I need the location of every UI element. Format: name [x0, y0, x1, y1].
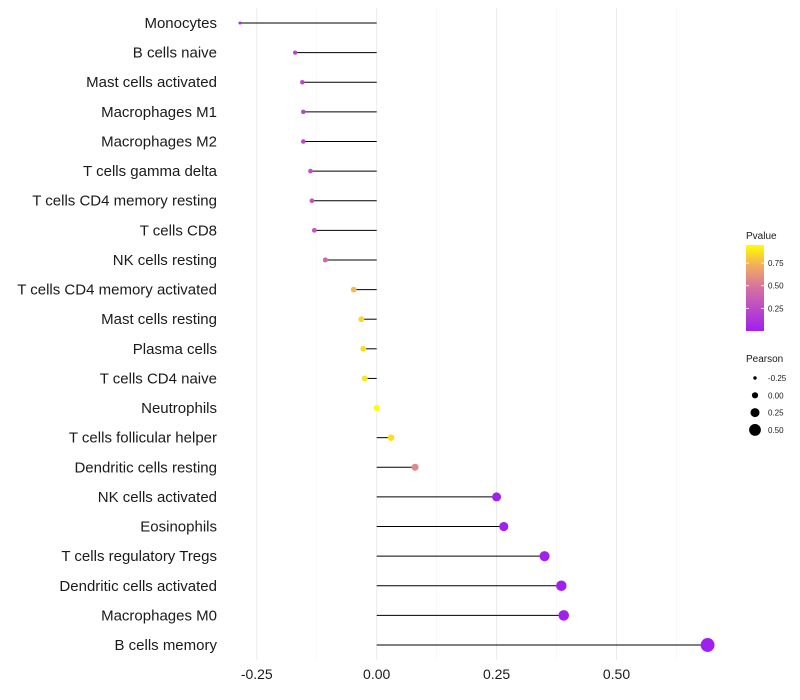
lollipop-point: [301, 109, 306, 115]
lollipop-point: [238, 21, 242, 25]
category-label: Dendritic cells resting: [74, 459, 217, 476]
lollipop-point: [301, 139, 306, 144]
category-label: Plasma cells: [133, 341, 217, 358]
lollipop-point: [539, 551, 550, 562]
category-label: Neutrophils: [141, 400, 217, 417]
size-legend-point: [750, 408, 760, 418]
lollipop-point: [373, 404, 380, 412]
lollipop-point: [411, 463, 419, 471]
lollipop-point: [360, 345, 367, 352]
category-label: NK cells resting: [113, 252, 217, 269]
category-label: Mast cells resting: [101, 311, 217, 328]
color-bar: [746, 245, 764, 331]
size-legend-label: 0.50: [768, 426, 784, 435]
size-legend-label: -0.25: [768, 374, 787, 383]
category-label: B cells memory: [114, 637, 217, 654]
category-label: T cells gamma delta: [83, 163, 218, 180]
lollipop-point: [308, 168, 313, 174]
lollipop-point: [292, 50, 298, 55]
category-label: T cells CD4 memory activated: [17, 282, 217, 299]
category-label: Mast cells activated: [86, 74, 217, 91]
lollipop-point: [300, 79, 305, 85]
color-legend-label: 0.25: [768, 304, 784, 313]
size-legend-point: [753, 376, 757, 380]
x-tick-label: -0.25: [241, 666, 273, 682]
category-label: Macrophages M2: [101, 133, 217, 150]
category-label: T cells follicular helper: [69, 430, 217, 447]
size-legend-point: [751, 392, 759, 399]
x-tick-label: 0.25: [483, 666, 510, 682]
category-label: Dendritic cells activated: [59, 578, 217, 595]
category-label: T cells CD8: [140, 222, 217, 239]
category-label: T cells CD4 naive: [100, 370, 217, 387]
category-label: B cells naive: [133, 45, 217, 62]
category-label: T cells CD4 memory resting: [32, 193, 217, 210]
lollipop-point: [556, 580, 567, 592]
category-label: Eosinophils: [140, 519, 217, 536]
size-legend-title: Pearson: [746, 354, 783, 365]
category-label: NK cells activated: [98, 489, 217, 506]
x-tick-label: 0.00: [363, 666, 390, 682]
lollipop-point: [361, 375, 368, 382]
lollipop-point: [499, 521, 509, 532]
size-legend-label: 0.25: [768, 409, 784, 418]
category-label: Macrophages M0: [101, 607, 217, 624]
size-legend-label: 0.00: [768, 391, 784, 400]
lollipop-point: [492, 492, 502, 502]
lollipop-point: [311, 227, 317, 233]
category-label: Monocytes: [144, 15, 217, 32]
size-legend-point: [749, 424, 761, 436]
grid-lines: [256, 8, 677, 660]
lollipop-point: [322, 257, 328, 263]
lollipop-point: [309, 198, 315, 204]
x-tick-label: 0.50: [603, 666, 630, 682]
color-legend-title: Pvalue: [746, 231, 777, 242]
category-label: T cells regulatory Tregs: [61, 548, 217, 565]
lollipop-point: [558, 610, 570, 621]
lollipop-point: [350, 286, 357, 293]
category-label: Macrophages M1: [101, 104, 217, 121]
color-legend-label: 0.50: [768, 282, 784, 291]
lollipop-point: [358, 316, 365, 323]
color-legend-label: 0.75: [768, 259, 784, 268]
lollipop-point: [700, 638, 715, 652]
lollipop-point: [387, 434, 395, 441]
